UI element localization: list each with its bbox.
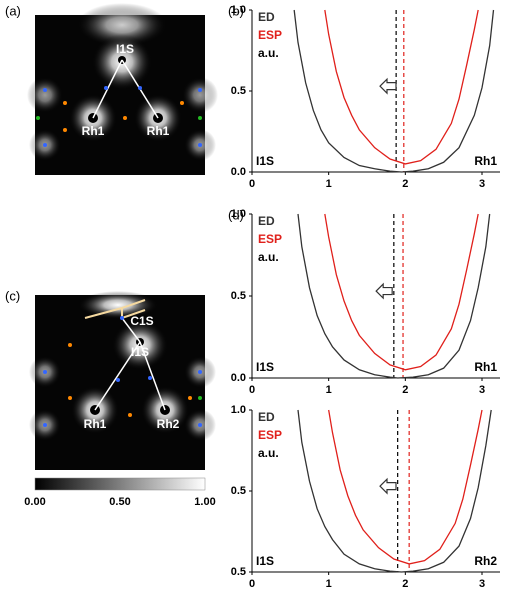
line-series: [297, 409, 492, 573]
x-tick-label: 0: [249, 384, 255, 396]
y-tick-label: 1.0: [231, 404, 246, 416]
y-unit-label: a.u.: [258, 446, 279, 460]
atom-label: Rh1: [82, 124, 105, 138]
atom-label: Rh2: [157, 417, 180, 431]
atom-label: I1S: [131, 345, 149, 359]
y-tick-label: 0.5: [231, 85, 246, 97]
x-start-label: I1S: [256, 360, 274, 374]
x-tick-label: 1: [326, 578, 332, 590]
legend-label: ESP: [258, 232, 282, 246]
legend-label: ED: [258, 214, 275, 228]
colorbar-tick-label: 0.00: [24, 496, 45, 508]
x-tick-label: 2: [402, 178, 408, 190]
y-unit-label: a.u.: [258, 250, 279, 264]
x-end-label: Rh1: [474, 360, 497, 374]
panel-label: (d): [228, 207, 244, 222]
map-a: [27, 3, 218, 175]
colorbar: [34, 477, 206, 491]
atom-label: I1S: [116, 42, 134, 56]
line-series: [324, 9, 479, 165]
atom-label: Rh1: [84, 417, 107, 431]
line-series: [328, 409, 483, 565]
x-tick-label: 0: [249, 178, 255, 190]
x-tick-label: 3: [479, 578, 485, 590]
x-end-label: Rh2: [474, 554, 497, 568]
line-series: [297, 213, 491, 379]
panel-label: (a): [5, 3, 21, 18]
panel-label: (c): [5, 288, 20, 303]
arrow: [379, 77, 397, 95]
x-tick-label: 2: [402, 384, 408, 396]
x-start-label: I1S: [256, 554, 274, 568]
y-tick-label: 0.5: [231, 566, 246, 578]
line-series: [293, 9, 495, 173]
colorbar-tick-label: 1.00: [194, 496, 215, 508]
line-series: [324, 213, 479, 371]
legend-label: ED: [258, 410, 275, 424]
x-tick-label: 0: [249, 578, 255, 590]
x-tick-label: 3: [479, 178, 485, 190]
atom-label: Rh1: [147, 124, 170, 138]
y-tick-label: 0.5: [231, 290, 246, 302]
x-start-label: I1S: [256, 154, 274, 168]
panel-label: (b): [228, 3, 244, 18]
map-c: [29, 291, 216, 470]
y-unit-label: a.u.: [258, 46, 279, 60]
legend-label: ESP: [258, 28, 282, 42]
x-end-label: Rh1: [474, 154, 497, 168]
legend-label: ED: [258, 10, 275, 24]
y-tick-label: 0.0: [231, 166, 246, 178]
x-tick-label: 1: [326, 384, 332, 396]
y-tick-label: 1.0: [231, 208, 246, 220]
colorbar-tick-label: 0.50: [109, 496, 130, 508]
y-tick-label: 0.5: [231, 485, 246, 497]
atom-label: C1S: [130, 314, 153, 328]
arrow: [379, 477, 397, 495]
x-tick-label: 1: [326, 178, 332, 190]
y-tick-label: 1.0: [231, 4, 246, 16]
x-tick-label: 2: [402, 578, 408, 590]
arrow: [375, 282, 393, 300]
y-tick-label: 0.0: [231, 372, 246, 384]
x-tick-label: 3: [479, 384, 485, 396]
legend-label: ESP: [258, 428, 282, 442]
